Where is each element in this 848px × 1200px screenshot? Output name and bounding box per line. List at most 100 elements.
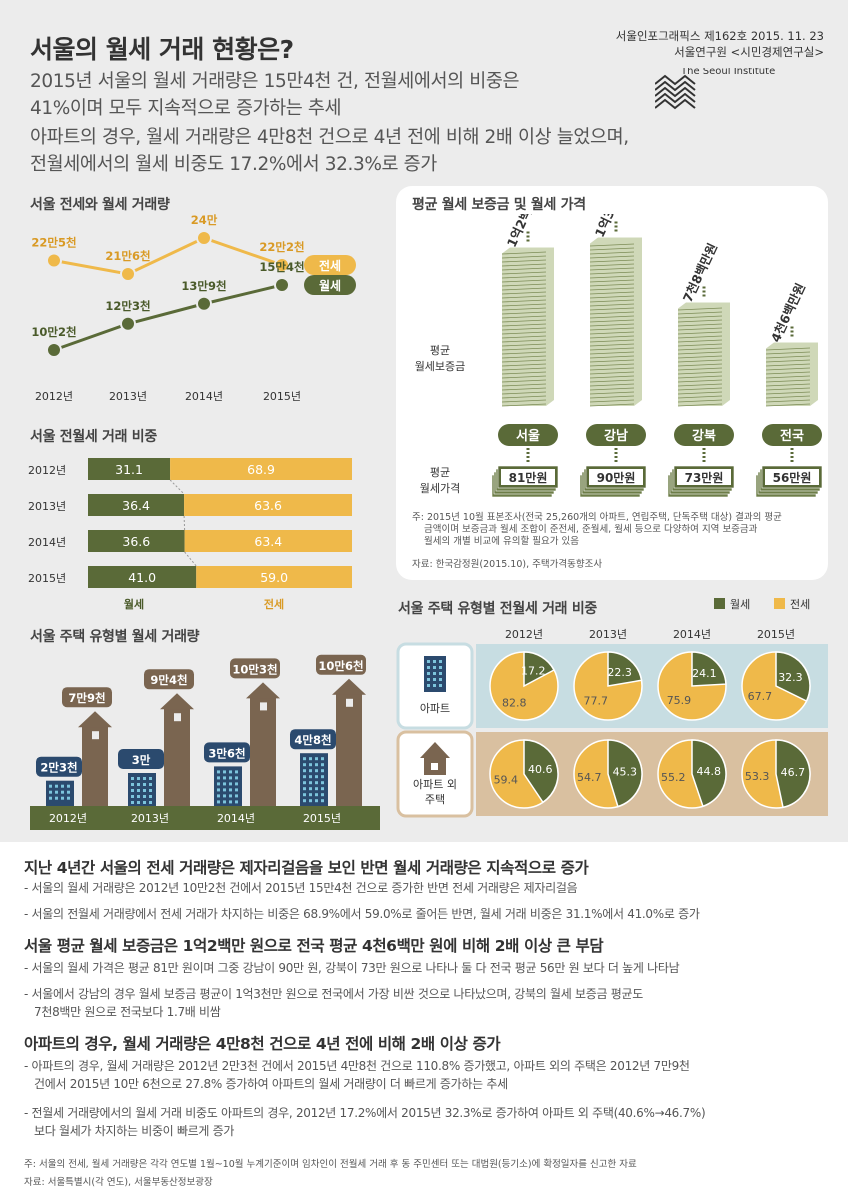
deposit-stack-line xyxy=(589,263,635,267)
apt-window xyxy=(223,794,226,798)
apartment-icon-window xyxy=(427,666,430,669)
deposit-stack-line xyxy=(589,335,635,339)
trend-line-jeonse xyxy=(53,236,283,276)
deposit-stack-line xyxy=(501,343,547,347)
deposit-stack-line xyxy=(501,363,547,367)
apt-window xyxy=(223,770,226,774)
deposit-stack-line xyxy=(765,371,811,375)
deposit-stack-line xyxy=(501,399,547,403)
publication-info: 서울인포그래픽스 제162호 2015. 11. 23 서울연구원 <시민경제연… xyxy=(616,28,824,60)
deposit-stack-line xyxy=(589,331,635,335)
ratio-label-jeonse: 63.4 xyxy=(254,534,282,549)
legend-swatch-jeonse xyxy=(774,598,785,609)
ratio-label-wolse: 41.0 xyxy=(128,570,156,585)
deposit-stack-line xyxy=(589,291,635,295)
pie-year-label: 2013년 xyxy=(589,628,627,641)
pie-year-label: 2015년 xyxy=(757,628,795,641)
trend-chart-title: 서울 전세와 월세 거래량 xyxy=(30,197,170,213)
apt-window xyxy=(321,781,324,785)
deposit-stack-line xyxy=(501,295,547,299)
apt-window xyxy=(143,777,146,780)
summary-note: 주: 서울의 전세, 월세 거래량은 각각 연도별 1월~10월 누계기준이며 … xyxy=(24,1159,637,1170)
deposit-stack-line xyxy=(501,311,547,315)
pie-slice-wolse xyxy=(523,739,559,804)
house-roof xyxy=(78,711,112,728)
deposit-stack-line xyxy=(765,375,811,379)
trend-line-wolse xyxy=(53,283,283,352)
pie-slice-wolse xyxy=(607,739,643,808)
summary-para-3a: - 아파트의 경우, 월세 거래량은 2012년 2만3천 건에서 2015년 … xyxy=(24,1057,690,1093)
deposit-chart-title: 평균 월세 보증금 및 월세 가격 xyxy=(412,197,586,213)
apt-window xyxy=(229,770,232,774)
deposit-stack-line xyxy=(589,367,635,371)
deposit-stack-line xyxy=(589,283,635,287)
apt-window xyxy=(137,795,140,798)
trend-point xyxy=(196,230,212,246)
ratio-connector xyxy=(183,515,186,531)
house-window xyxy=(92,731,99,740)
apt-window xyxy=(315,787,318,791)
deposit-stack-line xyxy=(501,355,547,359)
legend-swatch-wolse xyxy=(714,598,725,609)
ratio-bar-jeonse xyxy=(184,494,352,516)
deposit-stack-line xyxy=(589,379,635,383)
deposit-stack-line xyxy=(501,331,547,335)
ratio-bar-jeonse xyxy=(196,566,352,588)
deposit-stack-line xyxy=(501,371,547,375)
ratio-bar-wolse xyxy=(88,566,197,588)
apt-window xyxy=(321,793,324,797)
pie-row-name-1: 아파트 외 xyxy=(413,778,457,791)
house-icon-window xyxy=(431,763,438,770)
apt-window xyxy=(67,790,70,794)
apartment-icon-window xyxy=(439,666,442,669)
summary-para-2b: - 서울에서 강남의 경우 월세 보증금 평균이 1억3천만 원으로 전국에서 … xyxy=(24,985,643,1021)
apt-window xyxy=(235,800,238,804)
deposit-stack-line xyxy=(677,359,723,363)
deposit-stack-line xyxy=(589,243,635,247)
deposit-stack-line xyxy=(501,359,547,363)
trend-x-tick: 2013년 xyxy=(109,390,147,403)
pie-label-jeonse: 75.9 xyxy=(667,694,692,707)
ratio-y-tick: 2015년 xyxy=(28,572,66,585)
deposit-stack-line xyxy=(589,315,635,319)
trend-x-tick: 2014년 xyxy=(185,390,223,403)
rent-value-label: 81만원 xyxy=(509,470,548,485)
apt-window xyxy=(149,783,152,786)
ratio-label-wolse: 36.4 xyxy=(122,498,150,513)
apt-window xyxy=(321,775,324,779)
summary-para-3a-line-1: - 아파트의 경우, 월세 거래량은 2012년 2만3천 건에서 2015년 … xyxy=(24,1059,690,1073)
deposit-value-label: 7천8백만원 xyxy=(680,241,720,305)
rent-label-bg xyxy=(501,469,555,485)
apt-window xyxy=(229,800,232,804)
house-window xyxy=(260,702,267,711)
house-value-label: 10만3천 xyxy=(232,662,277,676)
deposit-stack-body xyxy=(766,342,818,406)
deposit-value-label: 4천6백만원 xyxy=(768,281,808,345)
house-icon-roof xyxy=(420,742,450,758)
apt-window xyxy=(149,801,152,804)
ratio-label-jeonse: 68.9 xyxy=(247,462,275,477)
pie-label-jeonse: 82.8 xyxy=(502,696,527,709)
apt-value-label: 3만6천 xyxy=(208,746,245,760)
apt-value-label: 4만8천 xyxy=(294,733,331,747)
pie-slice-wolse xyxy=(607,651,643,687)
apt-window xyxy=(315,775,318,779)
summary-heading-2: 서울 평균 월세 보증금은 1억2백만 원으로 전국 평균 4천6백만 원에 비… xyxy=(24,937,604,955)
apt-window xyxy=(303,769,306,773)
ratio-y-tick: 2012년 xyxy=(28,464,66,477)
subtitle-2: 아파트의 경우, 월세 거래량은 4만8천 건으로 4년 전에 비해 2배 이상… xyxy=(30,124,730,178)
volume-ground xyxy=(30,806,380,830)
trend-point xyxy=(46,342,62,358)
apt-value-label: 2만3천 xyxy=(40,761,77,775)
deposit-stack xyxy=(765,342,818,407)
trend-value-label: 15만4천 xyxy=(259,260,304,274)
pie-row-name: 아파트 xyxy=(420,702,450,715)
pie-label-wolse: 45.3 xyxy=(613,765,638,778)
deposit-stack-line xyxy=(677,395,723,399)
deposit-stack-line xyxy=(677,351,723,355)
apt-window xyxy=(309,799,312,803)
apt-window xyxy=(61,796,64,800)
house-window xyxy=(346,698,353,707)
deposit-note: 주: 2015년 10월 표본조사(전국 25,260개의 아파트, 연립주택,… xyxy=(412,512,782,548)
apt-window xyxy=(55,796,58,800)
